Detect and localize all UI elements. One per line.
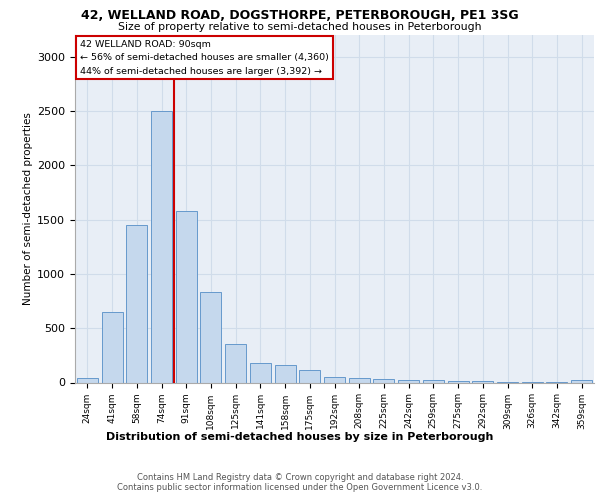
Bar xyxy=(398,380,419,382)
Text: 42 WELLAND ROAD: 90sqm
← 56% of semi-detached houses are smaller (4,360)
44% of : 42 WELLAND ROAD: 90sqm ← 56% of semi-det… xyxy=(80,40,329,76)
Bar xyxy=(324,376,345,382)
Text: Distribution of semi-detached houses by size in Peterborough: Distribution of semi-detached houses by … xyxy=(106,432,494,442)
Bar xyxy=(423,380,444,382)
Bar xyxy=(275,365,296,382)
Text: Size of property relative to semi-detached houses in Peterborough: Size of property relative to semi-detach… xyxy=(118,22,482,32)
Text: 42, WELLAND ROAD, DOGSTHORPE, PETERBOROUGH, PE1 3SG: 42, WELLAND ROAD, DOGSTHORPE, PETERBOROU… xyxy=(81,9,519,22)
Bar xyxy=(176,211,197,382)
Bar xyxy=(77,378,98,382)
Bar xyxy=(200,292,221,382)
Text: Contains HM Land Registry data © Crown copyright and database right 2024.: Contains HM Land Registry data © Crown c… xyxy=(137,472,463,482)
Bar xyxy=(448,381,469,382)
Bar xyxy=(571,380,592,382)
Text: Contains public sector information licensed under the Open Government Licence v3: Contains public sector information licen… xyxy=(118,484,482,492)
Y-axis label: Number of semi-detached properties: Number of semi-detached properties xyxy=(23,112,33,305)
Bar xyxy=(349,378,370,382)
Bar xyxy=(225,344,246,383)
Bar xyxy=(250,364,271,382)
Bar xyxy=(373,379,394,382)
Bar xyxy=(126,225,147,382)
Bar xyxy=(299,370,320,382)
Bar xyxy=(151,111,172,382)
Bar xyxy=(101,312,122,382)
